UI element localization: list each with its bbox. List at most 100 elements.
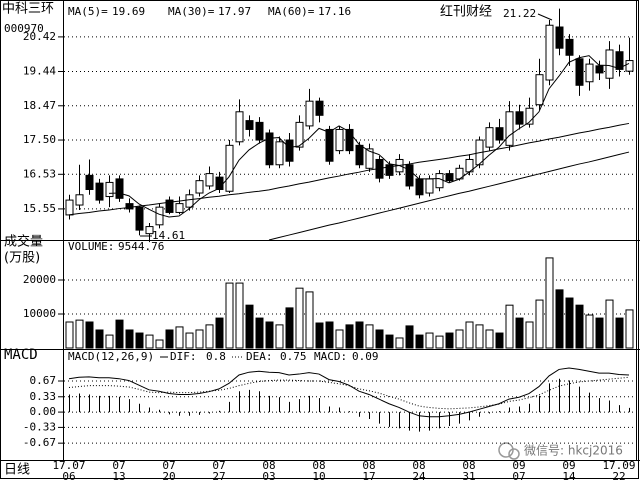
- volume-bar: [285, 307, 294, 349]
- y-tick-label: 15.55: [23, 202, 56, 215]
- stock-name: 中科三环: [2, 2, 54, 17]
- y-tick-label: 0.00: [30, 405, 57, 418]
- volume-bar: [75, 319, 84, 349]
- volume-bar: [155, 339, 164, 349]
- volume-bar: [525, 321, 534, 349]
- high-marker: 21.22: [503, 7, 536, 20]
- volume-bar: [85, 321, 94, 349]
- ma-line: [68, 122, 630, 216]
- y-tick-label: 19.44: [23, 65, 56, 78]
- legend-label: MACD:: [314, 350, 347, 363]
- legend-value: 0.09: [352, 350, 379, 363]
- volume-bar: [225, 282, 234, 349]
- volume-bar: [105, 334, 114, 349]
- high-arrow: [537, 13, 553, 21]
- x-tick-label: 17.07: [52, 459, 85, 472]
- candle-body: [355, 144, 364, 166]
- candle-body: [255, 121, 264, 141]
- x-tick-label: 09: [512, 459, 525, 472]
- y-tick-label: 16.53: [23, 167, 56, 180]
- volume-bar: [135, 332, 144, 349]
- candle-body: [125, 203, 134, 210]
- volume-bar: [385, 334, 394, 349]
- candle-body: [505, 111, 514, 146]
- ma-label: MA(5)=: [68, 5, 108, 18]
- candle-body: [115, 178, 124, 199]
- y-tick-label: 0.67: [30, 374, 57, 387]
- candle-body: [75, 194, 84, 206]
- candle-body: [485, 127, 494, 148]
- candle-body: [575, 58, 584, 86]
- candle-body: [295, 121, 304, 148]
- ma-value: 19.69: [112, 5, 145, 18]
- volume-bar: [415, 334, 424, 349]
- volume-bar: [485, 329, 494, 349]
- volume-bar: [335, 329, 344, 349]
- candle-body: [95, 182, 104, 201]
- volume-bar: [125, 329, 134, 349]
- candle-body: [225, 144, 234, 192]
- volume-bar: [265, 321, 274, 349]
- legend-value: 0.75: [280, 350, 307, 363]
- volume-bar: [165, 329, 174, 349]
- ma-label: MA(30)=: [168, 5, 215, 18]
- legend-label: DIF:: [170, 350, 197, 363]
- ma-value: 17.97: [218, 5, 251, 18]
- y-tick-label: -0.67: [23, 436, 56, 449]
- x-tick-label: 08: [412, 459, 425, 472]
- volume-bar: [405, 325, 414, 349]
- candle-body: [535, 74, 544, 106]
- volume-bar: [445, 332, 454, 349]
- volume-bar: [245, 304, 254, 349]
- volume-bar: [275, 324, 284, 349]
- volume-bar: [295, 287, 304, 349]
- x-tick-label: 08: [462, 459, 475, 472]
- candle-body: [195, 180, 204, 194]
- x-tick-label: 07: [112, 459, 125, 472]
- candle-body: [345, 128, 354, 152]
- y-tick-label: 18.47: [23, 99, 56, 112]
- candle-body: [365, 148, 374, 169]
- panel-subtitle: (万股): [4, 251, 40, 266]
- x-tick-label: 24: [412, 470, 426, 480]
- dea-line: [68, 376, 630, 410]
- volume-bar: [425, 332, 434, 349]
- candle-body: [155, 206, 164, 226]
- y-tick-label: 0.33: [30, 390, 57, 403]
- x-tick-label: 03: [262, 470, 275, 480]
- volume-bar: [395, 337, 404, 349]
- x-tick-label: 22: [612, 470, 625, 480]
- candle-body: [525, 107, 534, 125]
- candle-body: [615, 51, 624, 70]
- candle-body: [265, 132, 274, 166]
- volume-bar: [505, 304, 514, 349]
- volume-bar: [625, 309, 634, 349]
- volume-bar: [465, 321, 474, 349]
- volume-bar: [175, 326, 184, 349]
- candle-body: [315, 100, 324, 116]
- volume-bar: [565, 297, 574, 349]
- volume-bar: [605, 299, 614, 349]
- candle-body: [175, 203, 184, 213]
- x-tick-label: 07: [512, 470, 525, 480]
- candle-body: [65, 199, 74, 216]
- volume-bar: [545, 257, 554, 349]
- volume-bar: [595, 317, 604, 349]
- candle-body: [185, 194, 194, 208]
- ma-value: 17.16: [318, 5, 351, 18]
- candle-body: [385, 164, 394, 176]
- volume-bar: [495, 332, 504, 349]
- y-tick-label: -0.33: [23, 420, 56, 433]
- x-tick-label: 06: [62, 470, 75, 480]
- x-tick-label: 08: [312, 459, 325, 472]
- watermark-icon: [498, 442, 520, 460]
- volume-bar: [515, 317, 524, 349]
- y-tick-label: 20.42: [23, 30, 56, 43]
- x-tick-label: 20: [162, 470, 175, 480]
- volume-bar: [575, 304, 584, 349]
- candle-body: [105, 181, 114, 198]
- candle-body: [85, 174, 94, 190]
- panel-title: 成交量: [4, 234, 43, 250]
- candle-body: [585, 63, 594, 83]
